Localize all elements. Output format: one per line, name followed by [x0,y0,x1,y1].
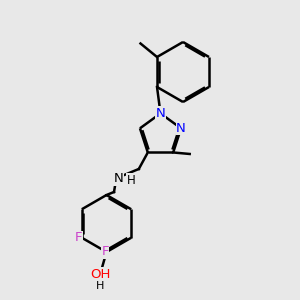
Text: F: F [101,245,109,259]
Text: N: N [176,122,186,135]
Text: H: H [96,280,105,291]
Text: H: H [127,173,136,187]
Text: OH: OH [90,268,111,281]
Text: F: F [74,231,82,244]
Text: N: N [156,107,165,120]
Text: N: N [114,172,123,185]
